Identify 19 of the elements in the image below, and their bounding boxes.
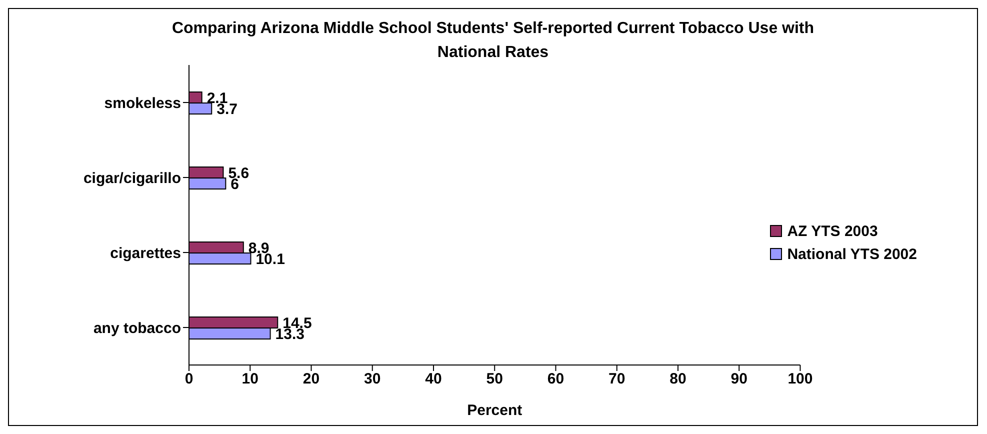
chart-title: Comparing Arizona Middle School Students' Self-reported Current Tobacco Use with National Rates (170, 19, 816, 63)
y-tick-label: cigar/cigarillo (83, 170, 181, 187)
y-tick-label: cigarettes (110, 244, 181, 262)
x-tick-label: 90 (730, 370, 748, 388)
legend-label: AZ YTS 2003 (787, 222, 878, 240)
x-tick-label: 10 (242, 370, 258, 388)
x-tick-label: 20 (302, 370, 320, 388)
x-tick-label: 70 (608, 370, 626, 388)
x-tick-label: 30 (364, 370, 381, 388)
x-tick-label: 60 (547, 370, 564, 388)
x-tick-label: 0 (184, 370, 194, 388)
x-tick-label: 50 (486, 370, 503, 388)
legend-label: National YTS 2002 (787, 246, 917, 262)
x-axis-title: Percent (467, 402, 522, 419)
x-tick-label: 80 (670, 370, 686, 388)
y-tick-label: smokeless (104, 94, 181, 112)
x-tick-label: 40 (425, 370, 442, 388)
y-tick-label: any tobacco (93, 320, 181, 337)
x-tick-label: 100 (788, 370, 813, 388)
